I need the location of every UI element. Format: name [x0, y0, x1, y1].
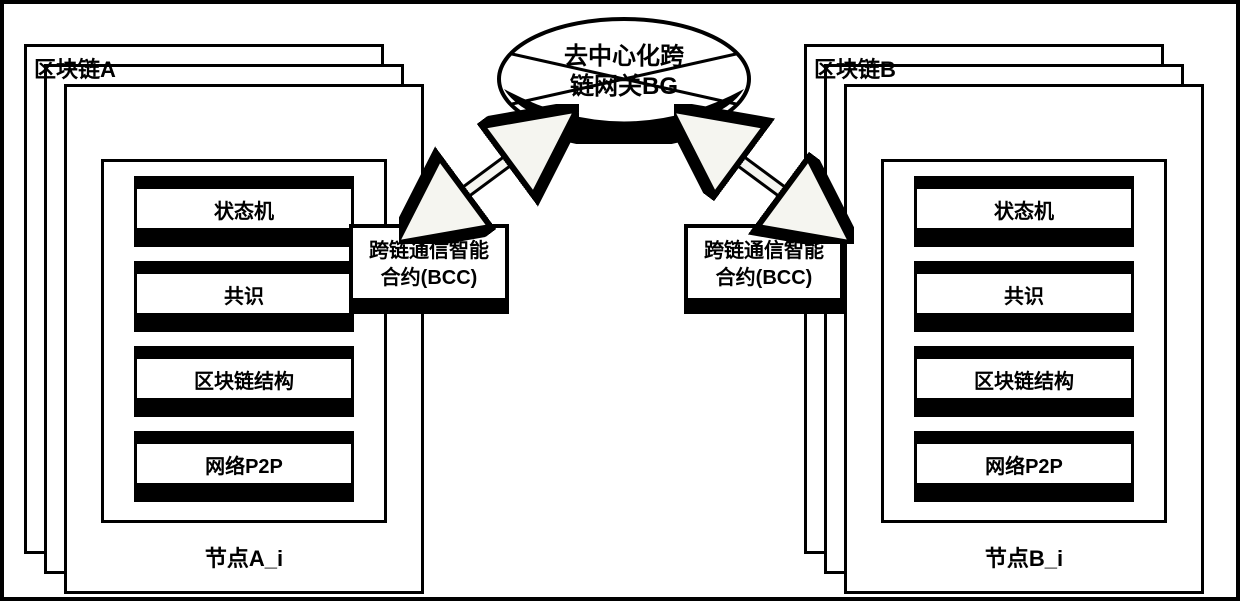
- layer-a-3: 网络P2P: [134, 431, 354, 502]
- chain-b-title: 区块链B: [814, 52, 896, 84]
- node-a-label: 节点A_i: [79, 541, 409, 573]
- layer-a-2: 区块链结构: [134, 346, 354, 417]
- layer-a-2-label: 区块链结构: [137, 359, 351, 398]
- layer-b-1: 共识: [914, 261, 1134, 332]
- gateway-line1: 去中心化跨: [494, 42, 754, 72]
- layer-b-2: 区块链结构: [914, 346, 1134, 417]
- layer-a-0: 状态机: [134, 176, 354, 247]
- node-b-label: 节点B_i: [859, 541, 1189, 573]
- layer-a-1-label: 共识: [137, 274, 351, 313]
- stack-card-front: 状态机 共识 区块链结构 网络P2P 节点A_i: [64, 84, 424, 594]
- layer-b-3-label: 网络P2P: [917, 444, 1131, 483]
- gateway-text: 去中心化跨 链网关BG: [494, 42, 754, 102]
- layer-a-1: 共识: [134, 261, 354, 332]
- layer-a-3-label: 网络P2P: [137, 444, 351, 483]
- layer-b-1-label: 共识: [917, 274, 1131, 313]
- layer-b-2-label: 区块链结构: [917, 359, 1131, 398]
- double-arrow-right: [674, 104, 854, 244]
- blockchain-a: 状态机 共识 区块链结构 网络P2P 节点A_i 区块链A: [24, 44, 384, 554]
- layer-b-0-label: 状态机: [917, 189, 1131, 228]
- bcc-left-line2: 合约(BCC): [357, 265, 501, 292]
- double-arrow-left: [399, 104, 579, 244]
- gateway-line2: 链网关BG: [494, 72, 754, 102]
- chain-a-title: 区块链A: [34, 52, 116, 84]
- layer-a-0-label: 状态机: [137, 189, 351, 228]
- blockchain-b: 状态机 共识 区块链结构 网络P2P 节点B_i 区块链B: [804, 44, 1164, 554]
- node-card-b: 状态机 共识 区块链结构 网络P2P: [881, 159, 1167, 523]
- node-card-a: 状态机 共识 区块链结构 网络P2P: [101, 159, 387, 523]
- layer-b-3: 网络P2P: [914, 431, 1134, 502]
- layer-b-0: 状态机: [914, 176, 1134, 247]
- bcc-right-line2: 合约(BCC): [692, 265, 836, 292]
- stack-card-front-b: 状态机 共识 区块链结构 网络P2P 节点B_i: [844, 84, 1204, 594]
